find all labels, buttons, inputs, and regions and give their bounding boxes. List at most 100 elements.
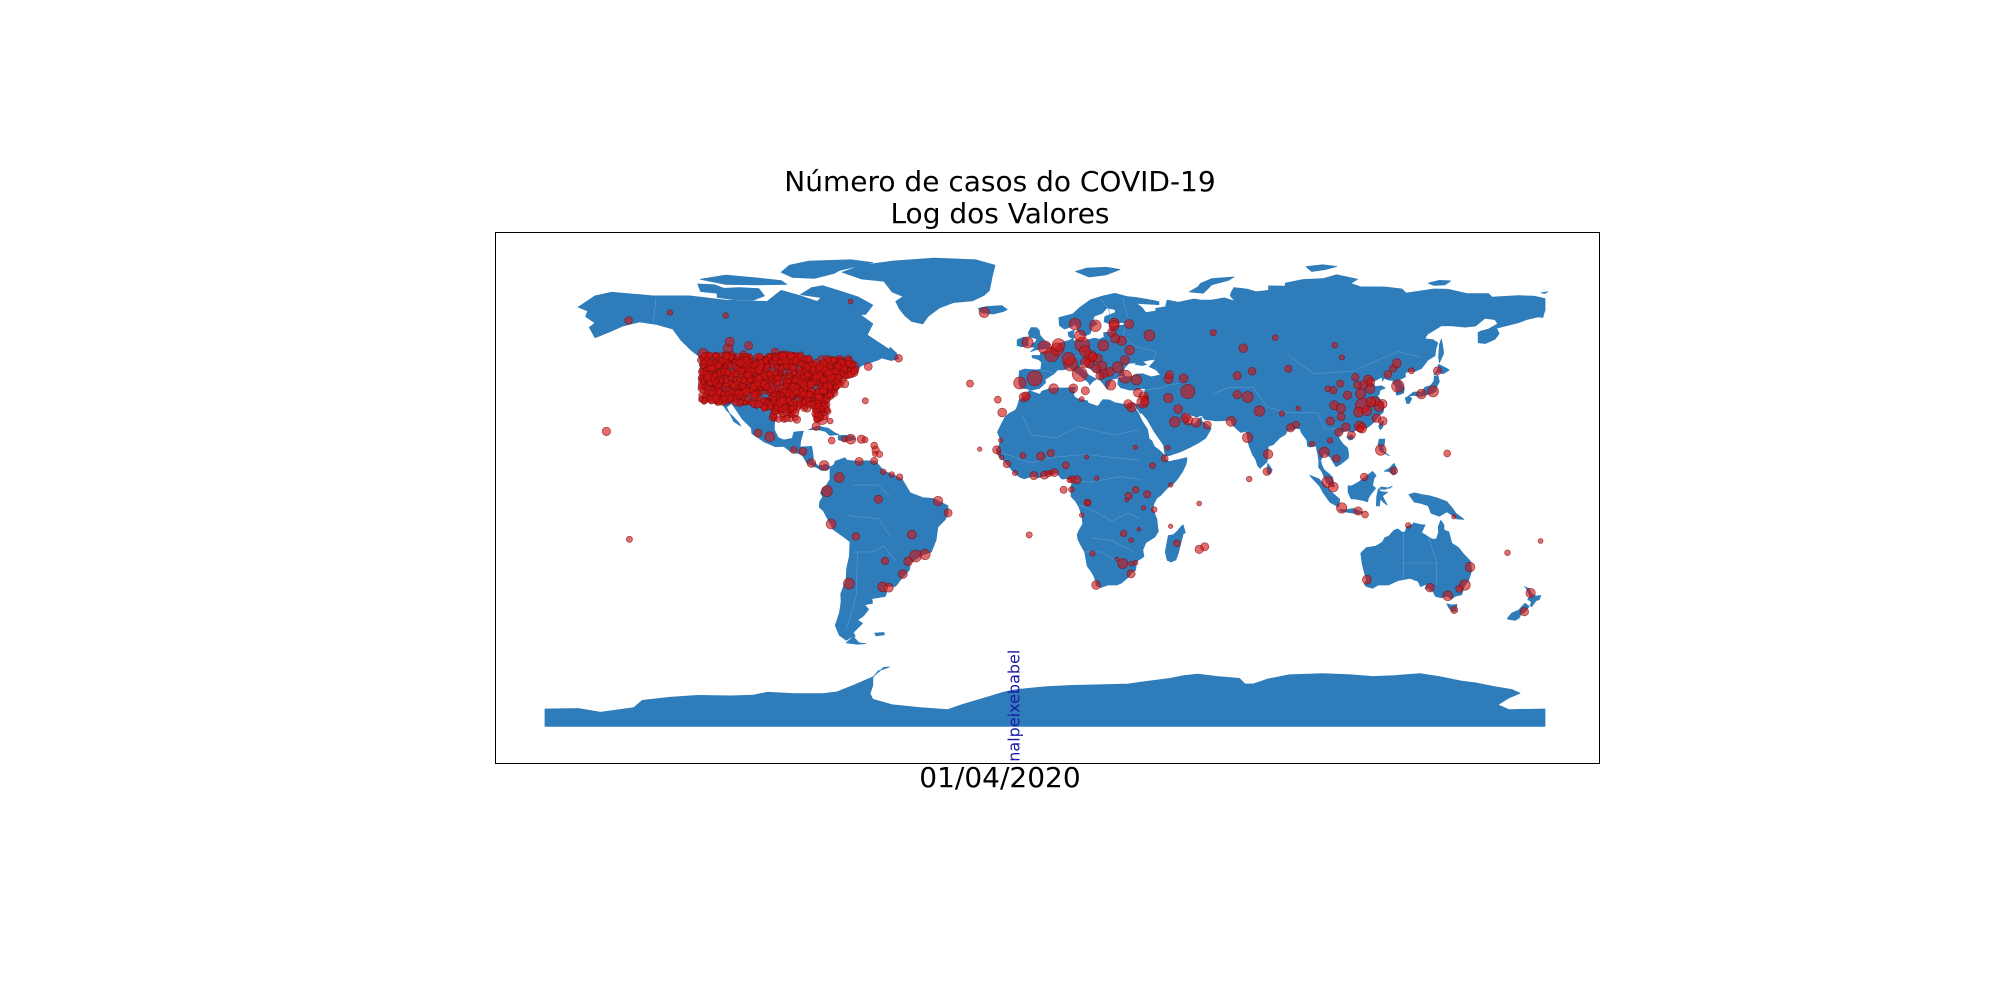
land-banks xyxy=(697,283,727,294)
us-county-marker xyxy=(815,362,825,372)
case-marker xyxy=(1331,342,1338,349)
land-south-america xyxy=(818,457,949,641)
case-marker xyxy=(1071,366,1088,382)
us-county-marker xyxy=(774,415,783,423)
case-marker xyxy=(1118,369,1133,384)
case-marker xyxy=(1180,412,1191,423)
case-marker xyxy=(1168,523,1174,529)
case-marker xyxy=(1002,459,1011,469)
case-marker xyxy=(1123,399,1133,409)
case-marker xyxy=(1131,486,1140,494)
case-marker xyxy=(1117,558,1129,569)
case-marker xyxy=(1151,506,1158,513)
case-marker xyxy=(1242,432,1253,443)
case-marker xyxy=(666,309,674,316)
case-marker xyxy=(1066,477,1073,484)
us-county-marker xyxy=(721,395,728,402)
case-marker xyxy=(1061,461,1070,470)
us-county-marker xyxy=(754,400,763,409)
case-marker xyxy=(1338,354,1345,361)
land-tierra-del-fuego xyxy=(845,636,867,645)
case-marker xyxy=(1341,422,1351,432)
case-marker xyxy=(919,548,931,560)
country-border xyxy=(1286,351,1421,375)
us-county-marker xyxy=(823,406,831,414)
case-marker xyxy=(1334,427,1344,437)
us-county-marker xyxy=(826,391,834,399)
case-marker xyxy=(753,428,763,438)
case-marker xyxy=(724,336,735,347)
us-county-marker xyxy=(796,352,804,361)
case-marker xyxy=(1029,471,1039,481)
case-marker xyxy=(933,495,944,506)
case-marker xyxy=(861,397,869,405)
us-county-marker xyxy=(831,367,840,376)
us-county-marker xyxy=(813,416,820,423)
us-county-marker xyxy=(814,402,822,410)
case-marker xyxy=(1068,317,1082,331)
case-marker xyxy=(821,485,833,498)
land-antarctica xyxy=(544,666,1546,727)
chart-subtitle: Log dos Valores xyxy=(890,197,1110,230)
case-marker xyxy=(1378,416,1388,426)
us-county-marker xyxy=(742,387,751,396)
land-svalbard xyxy=(1075,266,1121,278)
watermark-handle: @canalpeixebabel xyxy=(1004,649,1024,764)
case-marker xyxy=(1324,385,1331,392)
case-marker xyxy=(1132,444,1138,450)
case-marker xyxy=(1059,485,1068,494)
case-marker xyxy=(1087,352,1098,362)
us-county-marker xyxy=(711,394,720,403)
case-marker xyxy=(977,446,983,452)
case-marker xyxy=(1332,454,1341,463)
case-marker xyxy=(1110,333,1121,344)
us-county-marker xyxy=(744,371,752,379)
case-marker xyxy=(1165,370,1174,380)
us-county-marker xyxy=(702,397,709,404)
case-marker xyxy=(1160,454,1169,463)
case-marker xyxy=(1173,539,1181,547)
case-marker xyxy=(1362,574,1372,585)
us-county-marker xyxy=(707,380,714,387)
case-marker xyxy=(943,508,953,518)
case-marker xyxy=(1068,383,1079,394)
us-county-marker xyxy=(714,361,723,369)
case-marker xyxy=(1124,345,1135,356)
case-marker xyxy=(1537,538,1544,544)
case-marker xyxy=(1130,374,1142,386)
case-marker xyxy=(854,456,864,466)
us-county-marker xyxy=(820,376,828,384)
land-novaya-zemlya xyxy=(1189,276,1235,294)
land-japan-kyushu xyxy=(1404,395,1413,404)
case-marker xyxy=(764,431,775,442)
case-marker xyxy=(1091,580,1101,590)
case-marker xyxy=(1365,396,1377,408)
case-marker xyxy=(1347,430,1356,440)
case-marker xyxy=(1168,482,1174,488)
land-new-guinea xyxy=(1408,492,1465,520)
case-marker xyxy=(625,535,633,543)
case-marker xyxy=(1079,345,1091,358)
case-marker xyxy=(1013,376,1027,390)
case-marker xyxy=(798,447,808,456)
case-marker xyxy=(1325,416,1335,426)
case-marker xyxy=(1361,405,1373,416)
us-county-marker xyxy=(710,375,716,382)
us-county-marker xyxy=(840,364,849,373)
case-marker xyxy=(1105,379,1117,391)
us-county-marker xyxy=(733,365,741,373)
case-marker xyxy=(1361,510,1369,519)
case-marker xyxy=(1196,500,1203,507)
case-marker xyxy=(1078,396,1085,402)
case-marker xyxy=(1525,587,1536,599)
us-county-marker xyxy=(718,377,724,383)
us-county-marker xyxy=(814,393,823,402)
us-county-marker xyxy=(773,363,780,370)
case-marker xyxy=(1309,440,1316,447)
us-county-marker xyxy=(734,380,740,386)
case-marker xyxy=(1383,370,1392,379)
us-county-marker xyxy=(760,404,769,412)
us-county-marker xyxy=(778,396,788,405)
case-marker xyxy=(1389,466,1398,475)
us-county-marker xyxy=(811,410,819,418)
